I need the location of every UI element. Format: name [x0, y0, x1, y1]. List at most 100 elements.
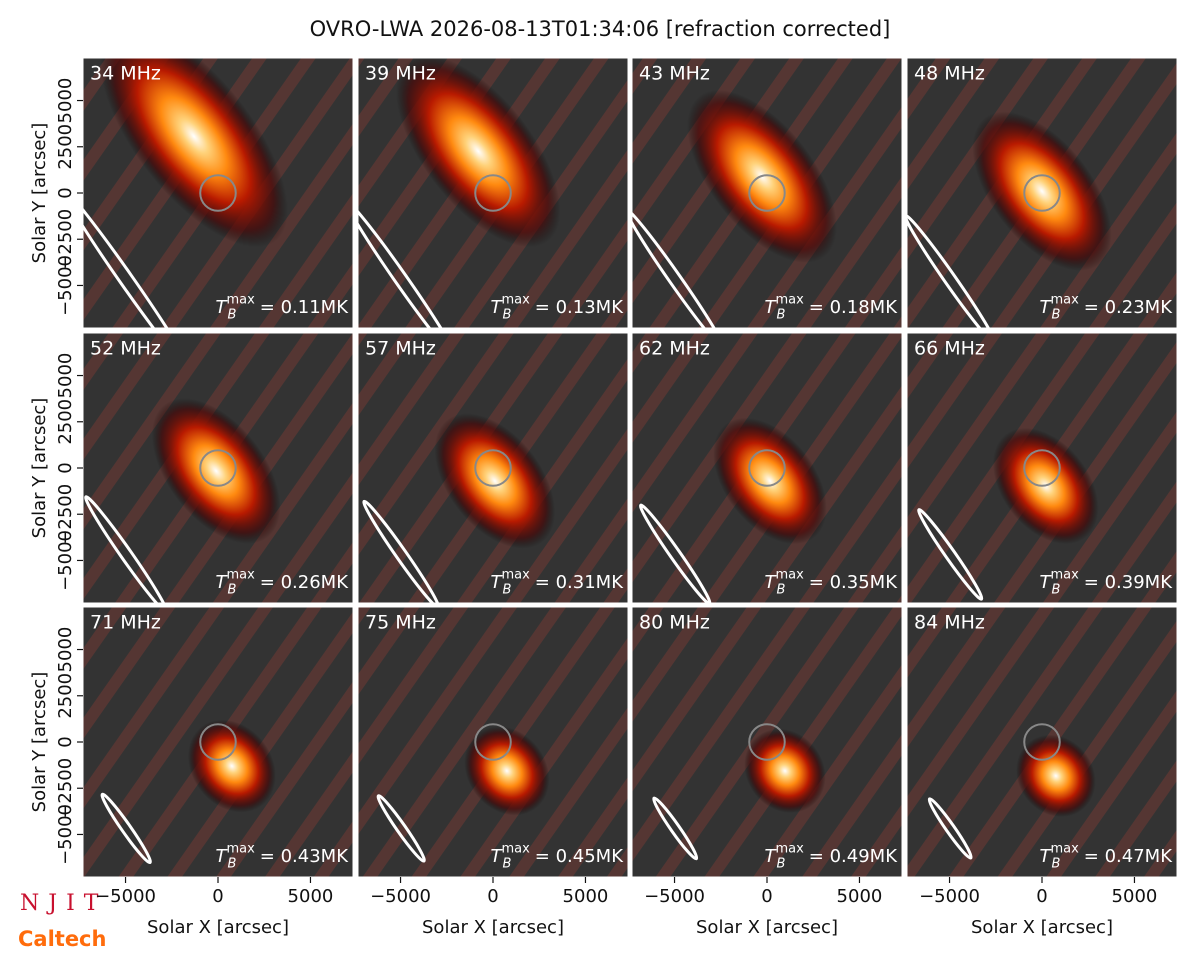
beam: [376, 794, 426, 863]
tb-superscript: max: [775, 568, 804, 583]
frequency-label: 75 MHz: [365, 612, 436, 634]
tb-value: = 0.13MK: [535, 297, 624, 318]
panel-frame: [631, 332, 903, 604]
tb-subscript: B: [776, 583, 785, 598]
tb-symbol: T: [1039, 846, 1052, 867]
tb-symbol: T: [215, 846, 228, 867]
panel: [83, 58, 353, 328]
solar-disk: [748, 449, 786, 487]
beam: [83, 186, 192, 328]
tb-superscript: max: [226, 293, 255, 308]
y-tick-label: 2500: [55, 399, 76, 445]
y-tick-label: 5000: [55, 627, 76, 673]
y-tick-label: −5000: [55, 804, 76, 865]
x-tick-label: 0: [212, 886, 223, 907]
solar-disk: [1023, 449, 1061, 487]
beam: [100, 792, 152, 865]
tb-value: = 0.39MK: [1084, 572, 1173, 593]
panel: [358, 607, 628, 877]
solar-disk: [474, 174, 512, 212]
emission: [187, 719, 276, 813]
tb-superscript: max: [1050, 568, 1079, 583]
solar-disk: [748, 723, 786, 761]
tb-subscript: B: [502, 583, 511, 598]
tb-value: = 0.31MK: [535, 572, 624, 593]
solar-disk: [199, 174, 237, 212]
tb-value: = 0.26MK: [260, 572, 349, 593]
beam: [917, 508, 984, 601]
x-tick-label: 0: [487, 886, 498, 907]
tb-value: = 0.35MK: [809, 572, 898, 593]
x-tick-label: 0: [1036, 886, 1047, 907]
tb-superscript: max: [775, 293, 804, 308]
x-axis-label: Solar X [arcsec]: [696, 917, 838, 938]
tb-value: = 0.49MK: [809, 846, 898, 867]
panel-frame: [906, 57, 1178, 329]
tb-symbol: T: [1039, 572, 1052, 593]
x-tick-label: 5000: [1112, 886, 1158, 907]
panel: [83, 607, 353, 877]
x-tick-label: 5000: [563, 886, 609, 907]
x-tick-label: −5000: [95, 886, 156, 907]
panel: [632, 333, 902, 603]
logo-caltech: Caltech: [18, 927, 106, 951]
tb-superscript: max: [501, 842, 530, 857]
frequency-label: 43 MHz: [639, 63, 710, 85]
emission: [972, 111, 1112, 271]
y-tick-label: 0: [55, 462, 76, 473]
panel: [907, 333, 1177, 603]
tb-subscript: B: [502, 857, 511, 872]
tb-symbol: T: [490, 572, 503, 593]
beam: [907, 214, 997, 328]
tb-value: = 0.43MK: [260, 846, 349, 867]
x-tick-label: −5000: [919, 886, 980, 907]
panel: [632, 58, 902, 328]
panel-frame: [631, 57, 903, 329]
frequency-label: 39 MHz: [365, 63, 436, 85]
frequency-label: 66 MHz: [914, 338, 985, 360]
panel: [358, 333, 628, 603]
frequency-label: 71 MHz: [90, 612, 161, 634]
y-tick-label: 0: [55, 187, 76, 198]
tb-symbol: T: [215, 572, 228, 593]
y-tick-label: −5000: [55, 530, 76, 591]
tb-symbol: T: [764, 572, 777, 593]
tb-subscript: B: [227, 857, 236, 872]
beam: [638, 503, 712, 603]
y-tick-label: 2500: [55, 673, 76, 719]
tb-subscript: B: [776, 308, 785, 323]
panel-frame: [357, 332, 629, 604]
beam: [632, 208, 726, 328]
solar-disk: [474, 449, 512, 487]
y-tick-label: 5000: [55, 78, 76, 124]
x-tick-label: −5000: [644, 886, 705, 907]
emission: [100, 58, 288, 248]
beam: [652, 796, 699, 861]
tb-value: = 0.23MK: [1084, 297, 1173, 318]
emission: [713, 417, 827, 545]
tb-subscript: B: [227, 583, 236, 598]
tb-symbol: T: [764, 297, 777, 318]
y-tick-label: −2500: [55, 209, 76, 270]
frequency-label: 57 MHz: [365, 338, 436, 360]
y-tick-label: −2500: [55, 484, 76, 545]
emission: [744, 728, 826, 814]
emission: [1016, 734, 1096, 818]
x-axis-label: Solar X [arcsec]: [422, 917, 564, 938]
panel-frame: [906, 332, 1178, 604]
x-tick-label: 5000: [837, 886, 883, 907]
tb-symbol: T: [215, 297, 228, 318]
x-tick-label: 0: [761, 886, 772, 907]
y-tick-label: 0: [55, 736, 76, 747]
emission: [151, 398, 281, 544]
tb-subscript: B: [1051, 857, 1060, 872]
frequency-label: 48 MHz: [914, 63, 985, 85]
figure-title: OVRO-LWA 2026-08-13T01:34:06 [refraction…: [310, 17, 891, 41]
emission: [395, 58, 561, 248]
tb-value: = 0.47MK: [1084, 846, 1173, 867]
frequency-label: 80 MHz: [639, 612, 710, 634]
panel-frame: [357, 57, 629, 329]
panel: [632, 607, 902, 877]
tb-symbol: T: [1039, 297, 1052, 318]
